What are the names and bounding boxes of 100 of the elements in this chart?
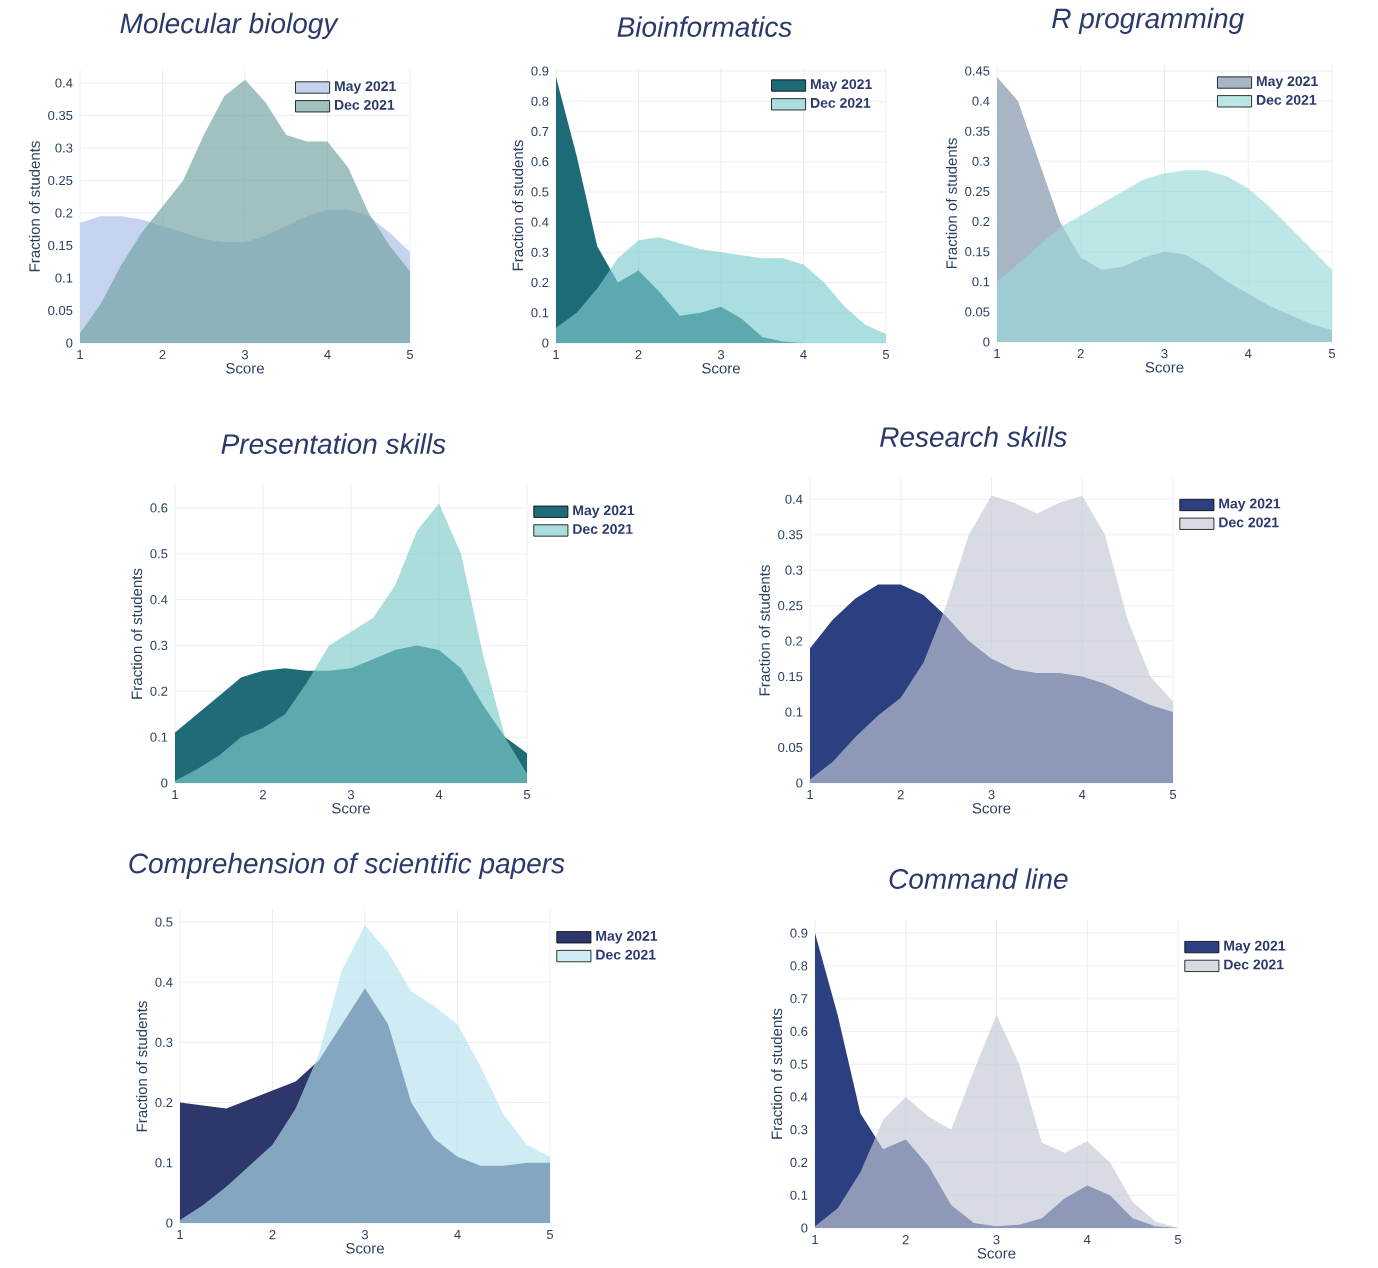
x-tick-label: 2 bbox=[902, 1235, 909, 1245]
legend-label: Dec 2021 bbox=[1224, 959, 1284, 970]
x-tick-label: 4 bbox=[435, 790, 443, 799]
y-tick-label: 0.7 bbox=[790, 994, 808, 1004]
y-tick-label: 0 bbox=[983, 337, 990, 347]
x-tick-label: 1 bbox=[553, 350, 559, 359]
y-tick-label: 0.4 bbox=[55, 78, 73, 88]
y-tick-label: 0.5 bbox=[790, 1059, 808, 1069]
y-tick-label: 0.1 bbox=[155, 1158, 173, 1168]
x-tick-label: 2 bbox=[1077, 349, 1084, 359]
y-tick-label: 0.2 bbox=[150, 686, 168, 696]
x-tick-label: 5 bbox=[523, 790, 531, 800]
y-tick-label: 0.4 bbox=[972, 96, 990, 106]
y-tick-label: 0.3 bbox=[531, 247, 549, 257]
y-tick-label: 0.35 bbox=[965, 126, 990, 136]
x-tick-label: 4 bbox=[1244, 349, 1252, 358]
x-tick-label: 2 bbox=[260, 790, 266, 800]
x-tick-label: 1 bbox=[77, 350, 83, 359]
x-tick-label: 4 bbox=[454, 1230, 461, 1239]
y-tick-label: 0.05 bbox=[965, 307, 990, 317]
x-tick-label: 5 bbox=[1174, 1235, 1182, 1245]
y-tick-label: 0.6 bbox=[531, 157, 549, 167]
y-tick-label: 0.3 bbox=[155, 1037, 173, 1048]
x-axis-title: Score bbox=[226, 362, 264, 374]
x-tick-label: 1 bbox=[994, 349, 1000, 358]
x-tick-label: 1 bbox=[172, 790, 178, 799]
y-tick-label: 0.7 bbox=[531, 126, 549, 137]
x-tick-label: 5 bbox=[1169, 790, 1177, 800]
legend-label: May 2021 bbox=[334, 81, 396, 94]
x-tick-label: 3 bbox=[241, 350, 249, 360]
x-tick-label: 2 bbox=[159, 350, 166, 360]
y-tick-label: 0 bbox=[796, 778, 803, 788]
x-tick-label: 4 bbox=[1083, 1235, 1091, 1244]
x-tick-label: 3 bbox=[988, 790, 995, 800]
x-tick-label: 2 bbox=[635, 350, 642, 360]
y-tick-label: 0.2 bbox=[785, 636, 803, 646]
y-tick-label: 0.3 bbox=[972, 156, 990, 166]
legend-label: May 2021 bbox=[810, 79, 872, 92]
x-tick-label: 1 bbox=[177, 1230, 183, 1239]
y-axis-title: Fraction of students bbox=[771, 1008, 783, 1139]
x-axis-title: Score bbox=[977, 1247, 1016, 1259]
y-tick-label: 0.5 bbox=[531, 187, 549, 197]
x-tick-label: 5 bbox=[1328, 349, 1336, 359]
legend-label: Dec 2021 bbox=[573, 524, 633, 534]
y-tick-label: 0.1 bbox=[785, 707, 803, 717]
y-tick-label: 0.4 bbox=[785, 494, 803, 504]
y-axis-title: Fraction of students bbox=[131, 568, 143, 699]
y-tick-label: 0.4 bbox=[155, 977, 173, 987]
y-tick-label: 0.1 bbox=[531, 308, 549, 318]
y-tick-label: 0.1 bbox=[150, 732, 168, 742]
y-tick-label: 0.3 bbox=[55, 143, 73, 153]
y-tick-label: 0.4 bbox=[790, 1092, 808, 1102]
y-tick-label: 0.25 bbox=[778, 601, 803, 611]
y-tick-label: 0.25 bbox=[48, 175, 73, 186]
x-tick-label: 3 bbox=[347, 790, 355, 800]
y-tick-label: 0.6 bbox=[150, 503, 168, 513]
y-tick-label: 0.35 bbox=[778, 530, 803, 540]
legend-label: May 2021 bbox=[596, 930, 658, 944]
legend-label: Dec 2021 bbox=[810, 97, 871, 108]
y-axis-title: Fraction of students bbox=[512, 140, 524, 271]
y-axis-title: Fraction of students bbox=[758, 565, 770, 696]
chart-title: Comprehension of scientific papers bbox=[129, 852, 565, 879]
y-tick-label: 0.3 bbox=[150, 640, 168, 651]
x-tick-label: 3 bbox=[1161, 349, 1168, 359]
chart-title: R programming bbox=[1052, 7, 1244, 34]
x-tick-label: 5 bbox=[406, 350, 414, 360]
chart-title: Bioinformatics bbox=[617, 16, 792, 37]
y-tick-label: 0.4 bbox=[531, 217, 549, 227]
y-tick-label: 0.15 bbox=[48, 240, 73, 251]
legend-label: Dec 2021 bbox=[596, 949, 656, 960]
x-axis-title: Score bbox=[346, 1242, 384, 1254]
y-axis-title: Fraction of students bbox=[136, 1001, 148, 1132]
y-tick-label: 0.2 bbox=[531, 277, 549, 288]
y-tick-label: 0.15 bbox=[965, 247, 990, 257]
y-tick-label: 0.9 bbox=[531, 66, 549, 76]
x-axis-title: Score bbox=[702, 362, 740, 374]
chart-title: Command line bbox=[889, 868, 1068, 889]
legend-label: Dec 2021 bbox=[1219, 517, 1279, 528]
y-tick-label: 0.8 bbox=[531, 96, 549, 106]
x-axis-title: Score bbox=[972, 802, 1011, 814]
y-tick-label: 0.35 bbox=[48, 110, 73, 121]
x-tick-label: 3 bbox=[361, 1230, 369, 1240]
y-tick-label: 0.15 bbox=[778, 672, 803, 682]
legend-label: Dec 2021 bbox=[334, 99, 395, 110]
y-tick-label: 0.3 bbox=[790, 1125, 808, 1135]
x-axis-title: Score bbox=[1145, 361, 1184, 373]
x-tick-label: 4 bbox=[324, 350, 331, 359]
legend-label: May 2021 bbox=[1256, 76, 1318, 89]
y-axis-title: Fraction of students bbox=[28, 141, 40, 272]
y-tick-label: 0.2 bbox=[790, 1157, 808, 1168]
x-tick-label: 2 bbox=[897, 790, 904, 800]
chart-title: Presentation skills bbox=[221, 433, 446, 454]
y-tick-label: 0 bbox=[801, 1223, 808, 1233]
y-tick-label: 0.05 bbox=[778, 742, 803, 753]
legend-label: May 2021 bbox=[1224, 940, 1286, 954]
y-tick-label: 0.9 bbox=[790, 928, 808, 938]
legend-label: May 2021 bbox=[573, 505, 635, 519]
y-tick-label: 0.6 bbox=[790, 1026, 808, 1036]
y-tick-label: 0.1 bbox=[972, 277, 990, 287]
y-tick-label: 0.4 bbox=[150, 595, 168, 605]
